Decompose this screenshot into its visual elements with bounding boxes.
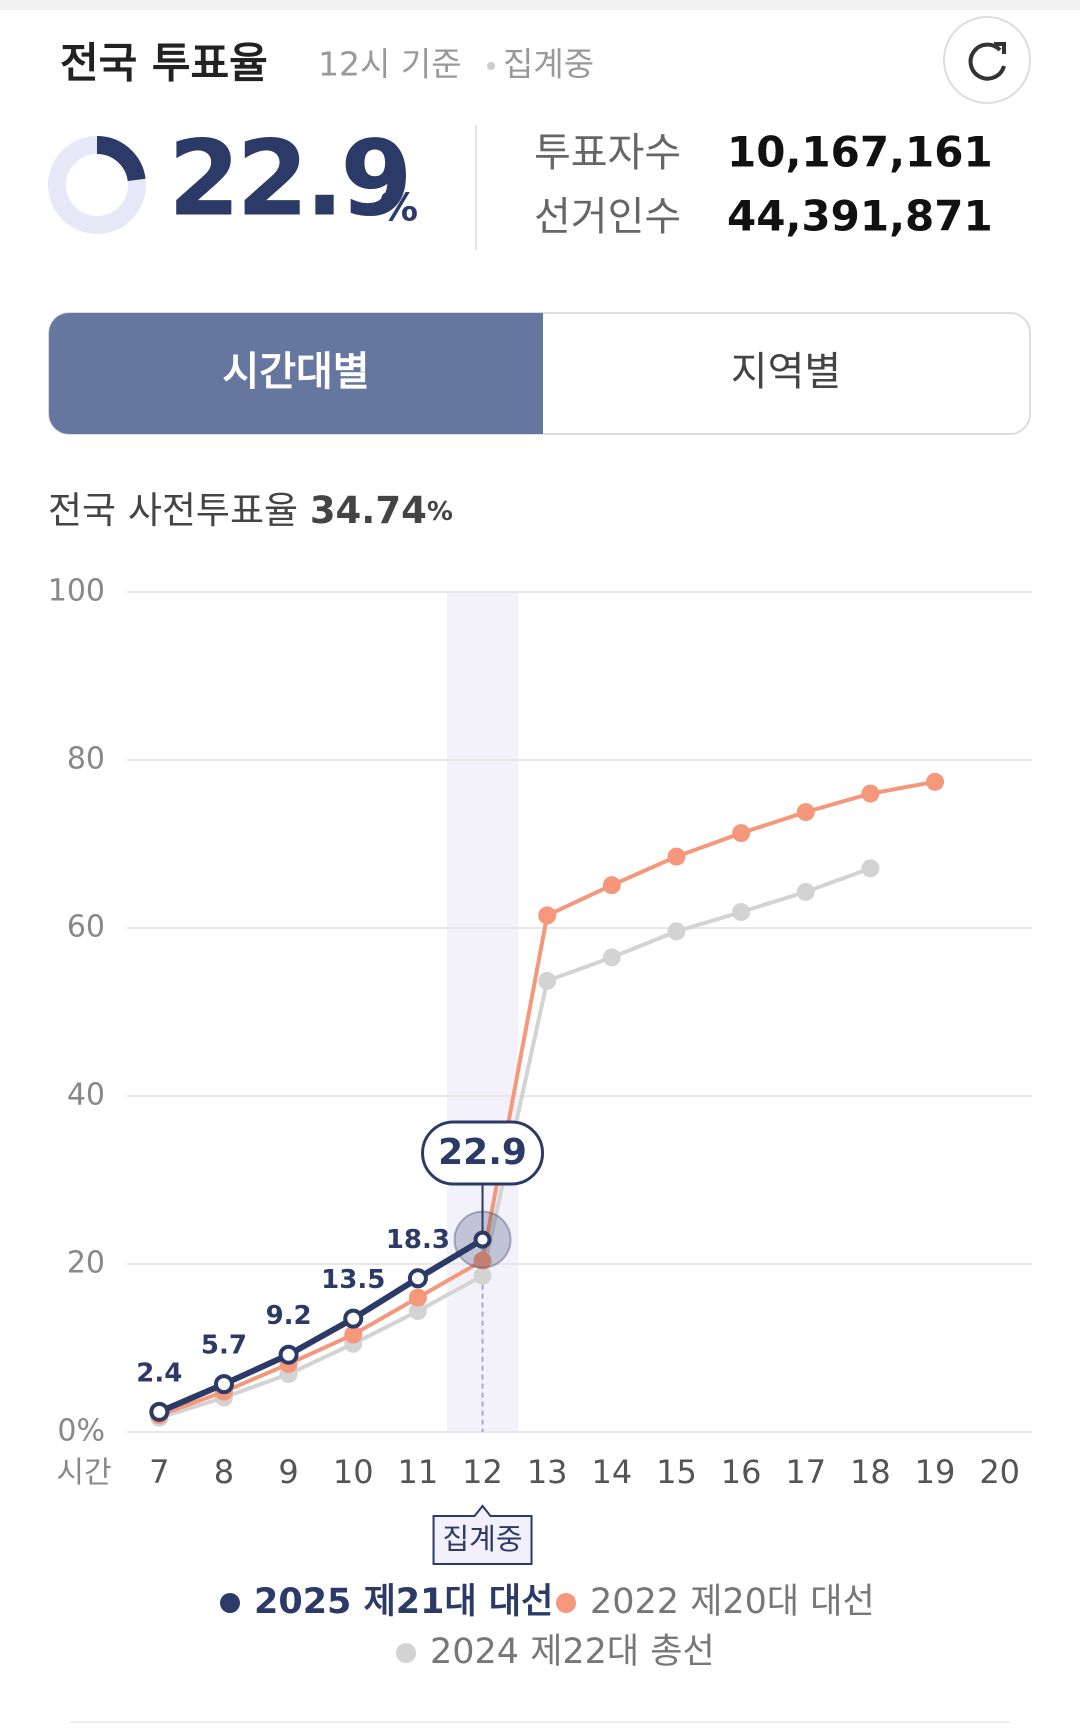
stat-label: 선거인수 [534,194,681,240]
legend-swatch [220,1593,240,1613]
callout-label: 22.9 [438,1132,527,1173]
x-tick-label: 9 [278,1453,298,1491]
x-axis-label: 시간 [56,1456,111,1491]
x-tick-label: 11 [398,1453,439,1491]
point [538,971,557,990]
point [667,922,686,941]
series-line [158,1237,485,1415]
legend-label: 2024 제22대 총선 [430,1632,715,1672]
early-vote: 전국 사전투표율 34.74% [48,489,453,532]
top-shadow [0,0,1080,10]
x-tick-label: 17 [785,1453,826,1491]
early-vote-unit: % [427,497,453,527]
legend-swatch [396,1643,416,1663]
data-label: 13.5 [321,1265,385,1295]
legend-label: 2025 제21대 대선 [254,1582,553,1622]
legend-swatch [556,1593,576,1613]
tab-active[interactable] [49,313,543,434]
point [473,1266,492,1285]
stat-label: 투표자수 [534,130,681,176]
point [667,847,686,866]
tab-label[interactable]: 지역별 [731,349,841,395]
y-tick-label: 0% [57,1414,105,1449]
point [473,1230,492,1249]
x-tick-label: 20 [979,1453,1020,1491]
point [732,824,751,843]
data-label: 5.7 [201,1331,247,1361]
rate: 22.9 [168,117,409,239]
point [408,1288,427,1307]
x-tick-label: 10 [333,1453,374,1491]
tabs[interactable]: 시간대별 지역별 [48,312,1031,435]
x-tick-label: 7 [149,1453,169,1491]
point [732,903,751,922]
x-tick-label: 8 [214,1453,234,1491]
data-label: 2.4 [136,1358,182,1388]
point [602,948,621,967]
callout-box [421,1120,545,1186]
status-tag-label: 집계중 [443,1522,523,1556]
x-tick-label: 15 [656,1453,697,1491]
y-tick-label: 20 [67,1246,105,1281]
x-tick-label: 12 [462,1453,503,1491]
x-tick-label: 16 [721,1453,762,1491]
chart: 0% 20 40 60 80 100 시간 7 8 9 10 11 12 13 14 15 16 17 18 19 20… [48,574,1032,1723]
status: 집계중 [503,45,594,84]
point [149,1401,170,1422]
point [213,1374,234,1395]
stat-value: 10,167,161 [727,128,993,177]
point [796,882,815,901]
y-tick-label: 80 [67,742,105,777]
point [861,859,880,878]
refresh-button[interactable] [943,16,1031,104]
x-tick-label: 14 [591,1453,632,1491]
data-label: 18.3 [386,1225,450,1255]
data-label: 9.2 [266,1301,312,1331]
early-vote-value: 34.74 [310,489,427,532]
point [408,1302,427,1321]
refresh-circle[interactable] [943,16,1031,104]
refresh-icon[interactable] [968,42,1006,81]
point [861,784,880,803]
point [278,1344,299,1365]
y-tick-label: 40 [67,1078,105,1113]
point [796,803,815,822]
y-tick-label: 60 [67,910,105,945]
x-tick-label: 13 [527,1453,568,1491]
point [343,1308,364,1329]
point [473,1251,492,1270]
x-tick-label: 19 [915,1453,956,1491]
stat-value: 44,391,871 [727,192,993,241]
title: 전국 투표율 [60,39,268,88]
point [407,1268,428,1289]
point [602,876,621,895]
point [926,772,945,791]
tab-label[interactable]: 시간대별 [222,349,369,395]
point [538,906,557,925]
rate-unit: % [380,186,418,230]
highlight-band [446,592,519,1432]
dot [487,62,495,70]
donut-progress [48,136,146,234]
early-vote-label: 전국 사전투표율 [48,489,298,532]
point [344,1325,363,1344]
x-tick-label: 18 [850,1453,891,1491]
y-tick-label: 100 [48,574,105,609]
status-tag [432,1504,533,1565]
time: 12시 기준 [318,45,462,84]
legend-label: 2022 제20대 대선 [590,1582,875,1622]
refresh-arrow[interactable] [994,42,1006,54]
